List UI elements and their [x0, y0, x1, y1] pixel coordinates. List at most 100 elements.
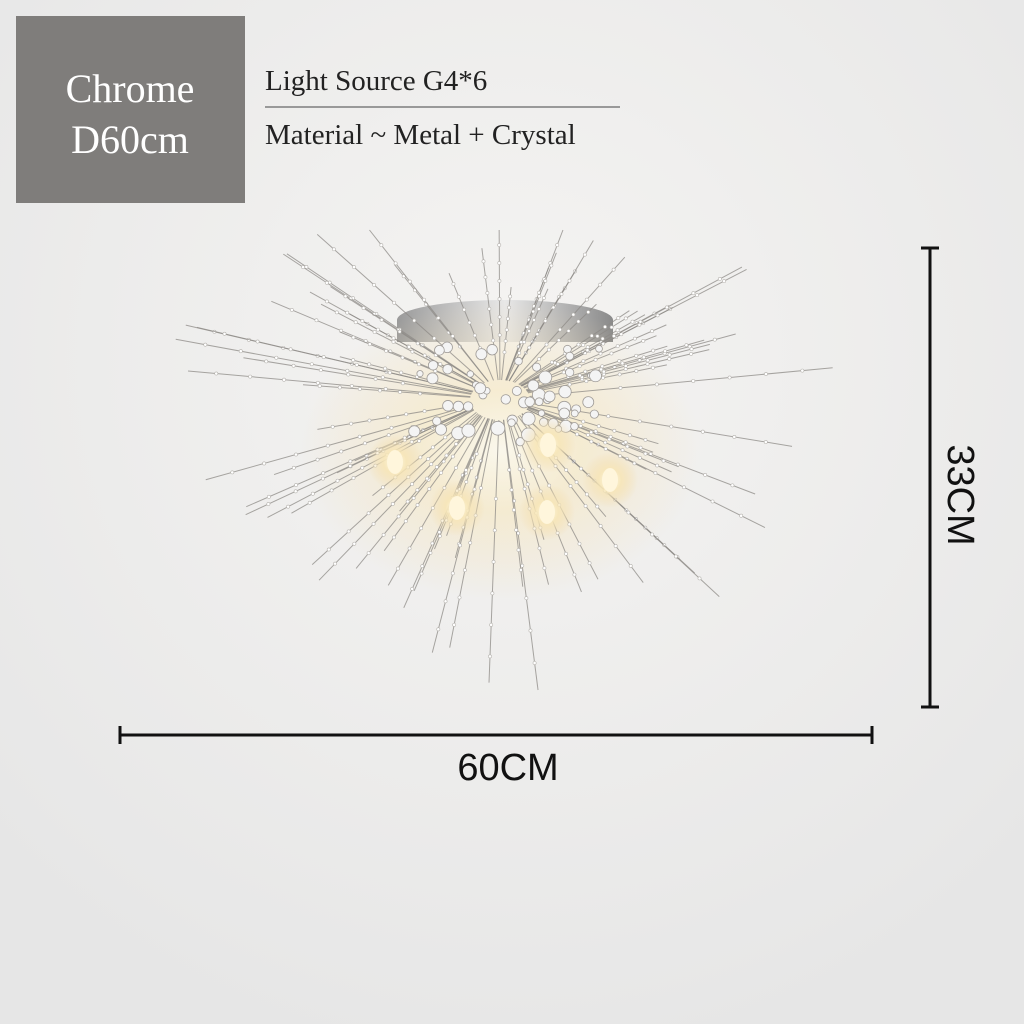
crystal	[354, 362, 359, 367]
crystal	[294, 483, 298, 487]
crystal	[549, 360, 554, 365]
crystal	[519, 340, 524, 345]
crystal	[434, 465, 439, 469]
badge-box	[16, 16, 245, 203]
crystal	[442, 364, 453, 375]
crystal	[434, 423, 447, 436]
crystal	[491, 338, 496, 343]
crystal	[500, 394, 511, 405]
crystal	[584, 297, 589, 302]
crystal	[589, 409, 599, 419]
crystal	[386, 493, 391, 498]
crystal	[349, 383, 354, 388]
crystal	[509, 488, 514, 492]
wire-branch	[518, 310, 630, 385]
crystal	[645, 358, 650, 363]
wire-branch	[527, 406, 679, 468]
crystal	[570, 409, 579, 418]
crystal	[542, 566, 547, 571]
wire-branch	[431, 419, 494, 653]
crystal	[576, 319, 581, 324]
crystal	[567, 278, 572, 283]
badge-diameter: D60cm	[71, 117, 189, 162]
crystal	[410, 586, 415, 591]
crystal	[266, 502, 271, 506]
wire-branch	[505, 267, 549, 381]
crystal	[558, 385, 572, 399]
crystal	[559, 292, 564, 296]
crystal	[528, 628, 533, 633]
crystal	[534, 397, 544, 406]
crystal	[420, 564, 425, 569]
crystal	[248, 374, 253, 379]
crystal	[558, 327, 562, 332]
crystal	[307, 500, 312, 505]
crystal	[585, 348, 590, 353]
crystal	[613, 544, 618, 548]
crystal	[387, 370, 392, 375]
crystal	[450, 334, 455, 339]
crystal	[601, 369, 606, 374]
wire-branch	[271, 300, 477, 389]
wire-branch	[355, 415, 482, 569]
crystal	[544, 342, 549, 347]
crystal	[352, 541, 357, 546]
crystal	[615, 328, 620, 333]
crystal	[407, 546, 412, 551]
crystal	[403, 519, 408, 524]
crystal	[566, 328, 571, 333]
crystal	[650, 329, 654, 334]
crystal	[739, 513, 744, 518]
crystal	[286, 504, 291, 509]
crystal	[525, 482, 530, 487]
crystal	[609, 351, 614, 356]
crystal	[763, 440, 768, 444]
crystal	[623, 316, 628, 321]
wire-branch	[502, 419, 524, 587]
crystal	[632, 461, 637, 466]
crystal	[689, 351, 694, 356]
crystal	[651, 365, 655, 370]
crystal	[380, 375, 385, 380]
crystal	[612, 428, 617, 433]
wire-branch	[302, 384, 471, 398]
crystal	[346, 372, 351, 377]
crystal	[517, 453, 522, 458]
wire-branch	[528, 406, 654, 453]
crystal	[396, 514, 401, 519]
crystal	[638, 445, 643, 450]
crystal	[419, 526, 424, 531]
crystal	[309, 362, 314, 367]
crystal	[399, 370, 404, 375]
crystal	[330, 424, 335, 429]
crystal	[450, 454, 455, 459]
crystal	[417, 362, 421, 367]
crystal	[367, 362, 372, 367]
crystal	[710, 499, 715, 504]
crystal	[348, 459, 353, 464]
crystal	[565, 351, 575, 361]
crystal	[581, 419, 586, 424]
crystal	[416, 370, 424, 378]
crystal	[576, 342, 581, 347]
crystal	[452, 622, 457, 627]
crystal	[474, 382, 487, 395]
crystal	[442, 400, 454, 412]
crystal	[625, 345, 630, 350]
crystal	[537, 409, 546, 417]
crystal	[475, 348, 488, 361]
crystal	[481, 259, 486, 264]
crystal	[565, 367, 575, 378]
crystal	[352, 265, 356, 269]
crystal	[700, 429, 705, 434]
crystal	[437, 534, 442, 538]
bulb	[449, 496, 465, 520]
wire-branch	[196, 326, 473, 393]
wire-branch	[512, 256, 626, 383]
crystal	[343, 294, 348, 299]
crystal	[578, 423, 583, 428]
crystal	[615, 344, 620, 349]
wire-branch	[339, 331, 477, 389]
wire-branch	[527, 349, 710, 393]
crystal	[620, 361, 625, 366]
